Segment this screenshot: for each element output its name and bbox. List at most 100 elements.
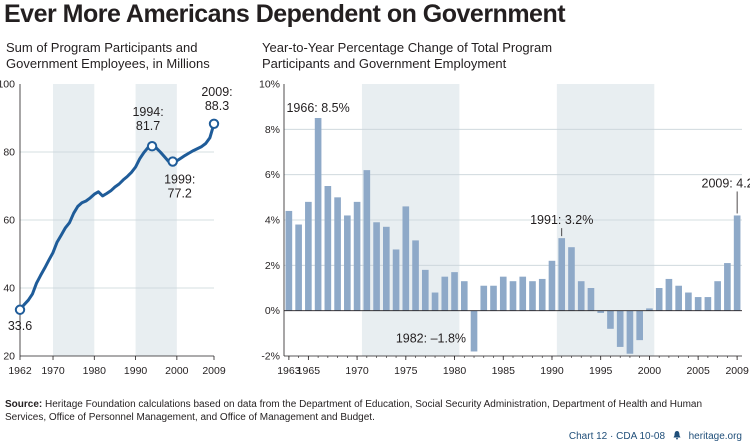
annotation-marker: [146, 141, 158, 152]
x-tick-label: 1985: [492, 365, 516, 377]
annotation-marker: [208, 118, 220, 129]
bar: [402, 206, 410, 311]
bar: [646, 308, 653, 311]
bar: [344, 215, 351, 311]
x-tick-label: 2000: [165, 365, 189, 377]
bar: [665, 278, 673, 311]
bar: [470, 310, 478, 352]
bar: [295, 224, 302, 311]
y-tick-label: 2%: [265, 260, 280, 272]
y-tick-label: 6%: [265, 169, 280, 181]
bar: [607, 310, 614, 329]
bar: [655, 288, 663, 311]
bar: [675, 285, 682, 311]
y-tick-label: -2%: [261, 351, 280, 363]
bar: [373, 222, 380, 311]
x-tick-label: 2005: [686, 365, 710, 377]
annotation-label-line: 88.3: [205, 99, 229, 113]
annotation-label: 1999: 77.2: [164, 173, 195, 201]
bar: [529, 281, 536, 311]
bar: [558, 238, 566, 311]
annotation-label: 2009: 4.2%: [702, 176, 750, 190]
bar: [334, 197, 341, 311]
bar: [499, 276, 507, 311]
x-tick-label: 1975: [394, 365, 418, 377]
annotation-label: 1991: 3.2%: [530, 213, 593, 227]
site-link[interactable]: heritage.org: [688, 431, 742, 442]
annotation-label-line: 1999:: [164, 173, 195, 187]
annotation-label-line: 2009:: [201, 85, 232, 99]
bar: [685, 292, 692, 311]
bar: [636, 310, 643, 341]
x-tick-label: 1970: [41, 365, 65, 377]
x-tick-label: 1980: [443, 365, 467, 377]
bar: [694, 297, 702, 311]
y-tick-label: 20: [3, 351, 15, 363]
bar: [519, 276, 527, 311]
y-tick-label: 40: [3, 283, 15, 295]
bar: [421, 269, 429, 311]
chart1-title: Sum of Program Participants and Governme…: [6, 40, 210, 71]
bar: [597, 310, 605, 313]
x-tick-label: 1990: [540, 365, 564, 377]
annotation-marker: [167, 156, 178, 167]
y-tick-label: 60: [3, 215, 15, 227]
bar: [412, 240, 419, 311]
x-tick-label: 1990: [124, 365, 148, 377]
x-tick-label: 1980: [83, 365, 107, 377]
source-text: Heritage Foundation calculations based o…: [5, 399, 703, 423]
x-tick-label: 2009: [202, 365, 226, 377]
bar: [724, 263, 731, 311]
y-tick-label: 4%: [265, 215, 280, 227]
bar: [480, 285, 488, 311]
series-line: [18, 122, 216, 312]
annotation-label: 1966: 8.5%: [286, 101, 349, 115]
bar: [714, 281, 721, 311]
x-tick-label: 1970: [345, 365, 369, 377]
y-tick-label: 8%: [265, 124, 280, 136]
bar: [383, 226, 390, 311]
bar: [490, 285, 497, 311]
annotation-label-line: 33.6: [8, 319, 32, 333]
annotation-label-line: 81.7: [136, 119, 160, 133]
bar: [392, 249, 400, 311]
bar: [733, 215, 741, 311]
annotation-label: 2009: 88.3: [201, 85, 232, 113]
x-tick-label: 1963: [277, 365, 301, 377]
annotation-label-line: 77.2: [168, 187, 192, 201]
source-label: Source:: [5, 399, 43, 410]
bar: [616, 310, 624, 347]
bar: [626, 310, 634, 354]
x-tick-label: 2009: [725, 365, 749, 377]
annotation-marker: [14, 304, 26, 315]
y-tick-label: 0%: [265, 305, 280, 317]
footer: Chart 12 · CDA 10-08 heritage.org: [569, 430, 742, 442]
bar: [587, 288, 595, 311]
bar: [704, 297, 712, 311]
annotation-label-line: 1994:: [132, 105, 163, 119]
bar: [548, 260, 556, 311]
bar: [305, 201, 312, 311]
y-tick-label: 10%: [259, 79, 280, 91]
annotation-label: 33.6: [8, 319, 32, 333]
annotation-label: 1982: –1.8%: [396, 332, 466, 346]
y-tick-label: 100: [0, 79, 15, 91]
x-tick-label: 1995: [589, 365, 613, 377]
chart2-title: Year-to-Year Percentage Change of Total …: [262, 40, 553, 71]
bar: [509, 281, 517, 311]
x-tick-label: 1965: [297, 365, 321, 377]
source-note: Source: Heritage Foundation calculations…: [5, 398, 745, 424]
x-tick-label: 1962: [8, 365, 32, 377]
bar: [460, 281, 468, 311]
x-tick-label: 2000: [638, 365, 662, 377]
chart-label: Chart 12 · CDA 10-08: [568, 431, 666, 442]
bar: [538, 278, 546, 311]
bar: [577, 281, 585, 311]
bar: [431, 292, 439, 311]
bar: [285, 210, 293, 311]
bar: [363, 170, 371, 311]
annotation-label: 1994: 81.7: [132, 105, 163, 133]
bar: [353, 201, 361, 311]
